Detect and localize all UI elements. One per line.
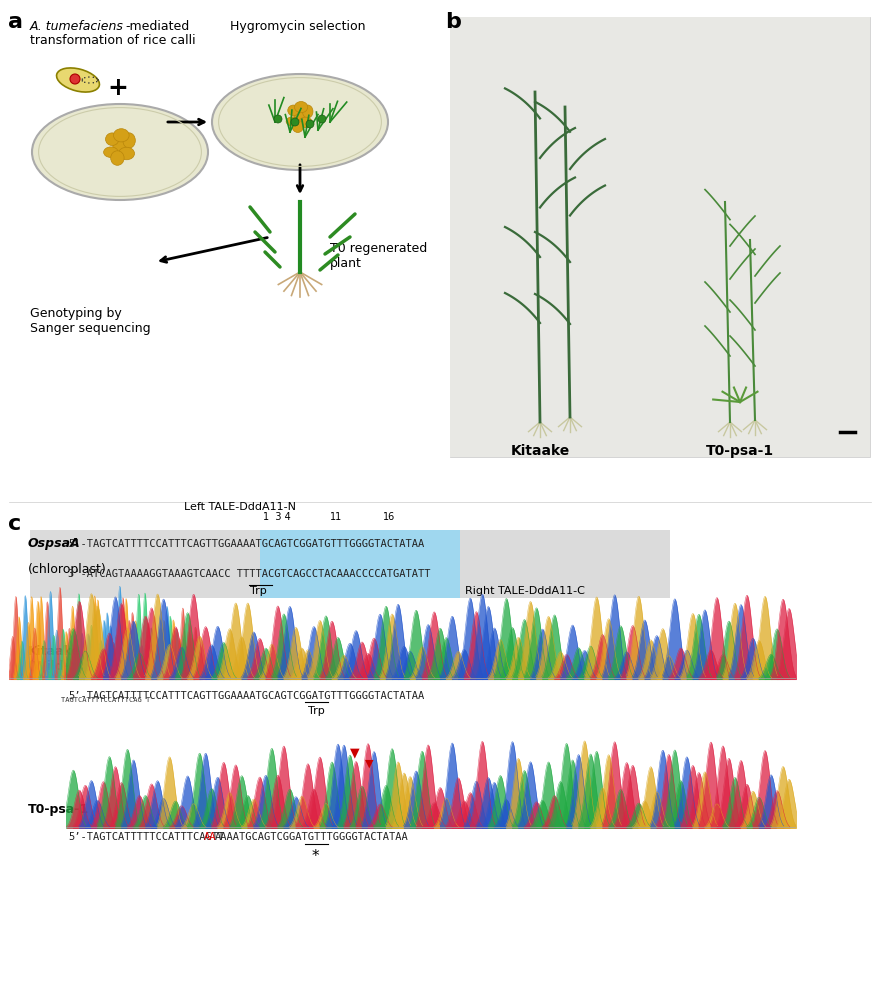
Ellipse shape	[113, 139, 128, 155]
Ellipse shape	[295, 101, 308, 113]
Text: Trp: Trp	[250, 586, 267, 596]
Ellipse shape	[96, 77, 98, 79]
Ellipse shape	[92, 76, 94, 78]
Text: T0 regenerated
plant: T0 regenerated plant	[330, 242, 428, 270]
Text: Kitaake: Kitaake	[510, 444, 569, 458]
Text: -mediated: -mediated	[125, 20, 189, 33]
Text: c: c	[8, 514, 21, 534]
Ellipse shape	[119, 147, 135, 160]
Ellipse shape	[32, 104, 208, 200]
Bar	[30, 530, 260, 598]
Ellipse shape	[98, 79, 99, 80]
Text: (chloroplast): (chloroplast)	[28, 563, 106, 576]
Text: Genotyping by
Sanger sequencing: Genotyping by Sanger sequencing	[30, 307, 150, 335]
Text: A. tumefaciens: A. tumefaciens	[30, 20, 124, 33]
Text: *: *	[312, 849, 319, 864]
Text: T0-psa-1: T0-psa-1	[28, 803, 89, 815]
Text: Left TALE-DddA11-N: Left TALE-DddA11-N	[184, 502, 296, 512]
Text: +: +	[107, 76, 128, 100]
Ellipse shape	[291, 118, 299, 126]
Ellipse shape	[292, 120, 304, 133]
Text: 3'-ATCAGTAAAAGGTAAAGTCAACC TTTTACGTCAGCCTACAAACCCCATGATATT: 3'-ATCAGTAAAAGGTAAAGTCAACC TTTTACGTCAGCC…	[68, 569, 430, 579]
Ellipse shape	[303, 105, 313, 118]
Ellipse shape	[70, 74, 80, 84]
Ellipse shape	[104, 147, 118, 158]
Text: a: a	[8, 12, 23, 32]
Ellipse shape	[123, 133, 136, 148]
Text: 1  3 4: 1 3 4	[263, 512, 290, 522]
Ellipse shape	[298, 117, 312, 128]
Ellipse shape	[84, 77, 85, 78]
Ellipse shape	[111, 151, 124, 166]
Bar	[450, 17, 870, 457]
Text: Trp: Trp	[308, 706, 325, 716]
Text: Kitaake
(Wild-type): Kitaake (Wild-type)	[28, 645, 107, 673]
Text: Right TALE-DddA11-C: Right TALE-DddA11-C	[465, 586, 585, 596]
Ellipse shape	[286, 117, 298, 126]
Text: 5’-TAGTCATTTTCCATTTCAGTTGGAAAATGCAGTCGGATGTTTGGGGTACTATAA: 5’-TAGTCATTTTCCATTTCAGTTGGAAAATGCAGTCGGA…	[68, 691, 424, 701]
Ellipse shape	[114, 129, 129, 142]
Text: 5’-TAGTCATTTTTCCATTTCAGTT: 5’-TAGTCATTTTTCCATTTCAGTT	[68, 832, 224, 842]
Ellipse shape	[96, 81, 98, 82]
Text: T0-psa-1: T0-psa-1	[706, 444, 774, 458]
Ellipse shape	[294, 110, 306, 123]
Ellipse shape	[82, 78, 83, 80]
Ellipse shape	[318, 115, 326, 123]
Text: Hygromycin selection: Hygromycin selection	[230, 20, 365, 33]
Text: ▼: ▼	[349, 746, 359, 759]
Text: 16: 16	[383, 512, 395, 522]
Text: 5'-TAGTCATTTTCCATTTCAGTTGGAAAATGCAGTCGGATGTTTGGGGTACTATAA: 5'-TAGTCATTTTCCATTTCAGTTGGAAAATGCAGTCGGA…	[68, 539, 424, 549]
Ellipse shape	[288, 105, 299, 116]
Text: b: b	[445, 12, 461, 32]
Text: AAAATGCAGTCGGATGTTTGGGGTACTATAA: AAAATGCAGTCGGATGTTTGGGGTACTATAA	[215, 832, 409, 842]
Ellipse shape	[84, 81, 85, 83]
Text: 11: 11	[330, 512, 342, 522]
Text: OspsaA: OspsaA	[28, 538, 81, 551]
Text: TAGTCATTTTCCATTTCAG T: TAGTCATTTTCCATTTCAG T	[61, 697, 150, 703]
Ellipse shape	[212, 74, 388, 170]
Text: AA: AA	[204, 832, 216, 842]
Ellipse shape	[98, 79, 99, 80]
Ellipse shape	[88, 82, 90, 83]
Ellipse shape	[306, 120, 314, 128]
Ellipse shape	[274, 115, 282, 123]
Text: ▼: ▼	[365, 759, 373, 769]
Ellipse shape	[82, 80, 83, 81]
Bar	[260, 530, 460, 598]
Ellipse shape	[56, 67, 99, 92]
Text: transformation of rice calli: transformation of rice calli	[30, 34, 195, 47]
Ellipse shape	[106, 133, 119, 146]
Ellipse shape	[88, 76, 90, 77]
Bar	[450, 17, 870, 457]
Ellipse shape	[92, 82, 94, 83]
Bar	[460, 530, 670, 598]
